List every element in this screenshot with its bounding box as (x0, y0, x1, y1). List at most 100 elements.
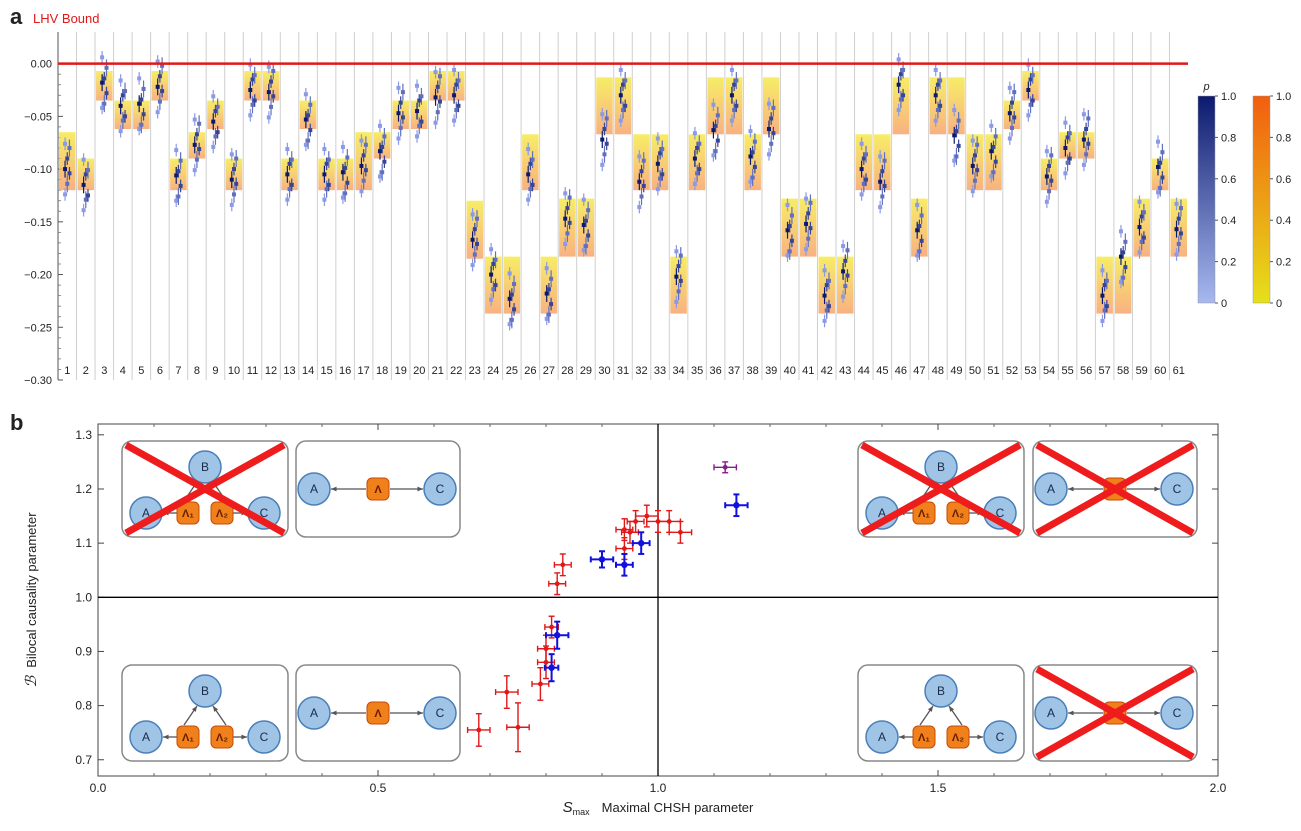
data-point (1156, 164, 1161, 169)
node-a-label: A (142, 730, 150, 744)
cross-out-line (860, 441, 1022, 537)
category-label: 35 (691, 365, 703, 377)
data-point (581, 248, 586, 253)
data-point (1100, 293, 1105, 298)
data-marker (598, 556, 606, 563)
data-point (1067, 131, 1072, 136)
data-point (377, 174, 382, 179)
source-lambda1-label: Λ₁ (182, 508, 194, 520)
data-point (621, 108, 625, 113)
data-point (826, 304, 831, 309)
data-point (674, 249, 679, 254)
data-point (732, 108, 737, 113)
lhv-band (188, 132, 206, 159)
data-point (1028, 77, 1033, 82)
data-point (1158, 160, 1163, 165)
data-point (100, 105, 105, 110)
data-point (526, 147, 531, 152)
data-point (266, 64, 271, 69)
y-tick-label: 1.0 (75, 590, 92, 604)
data-point (507, 296, 512, 301)
inset-bottom-left-bilocal: A B C Λ₁ Λ₂ (121, 664, 289, 762)
data-point (1044, 199, 1049, 204)
data-point (137, 127, 142, 132)
data-point (915, 202, 920, 207)
data-point (1158, 186, 1163, 191)
data-point (938, 103, 943, 108)
data-point (567, 220, 572, 225)
data-point (491, 262, 496, 266)
data-point (437, 74, 442, 79)
y-tick-label: −0.15 (24, 217, 52, 229)
data-point (377, 149, 382, 154)
data-point (618, 67, 623, 72)
data-point (604, 116, 609, 121)
data-point (345, 155, 350, 160)
data-marker (504, 689, 510, 695)
data-point (526, 172, 531, 177)
data-point (1028, 102, 1033, 107)
data-point (104, 65, 109, 70)
data-point (901, 67, 906, 72)
data-marker (666, 519, 672, 524)
data-point (528, 161, 533, 166)
data-point (1065, 160, 1070, 165)
data-marker (538, 681, 543, 687)
data-point (600, 112, 605, 117)
data-point (787, 224, 792, 229)
data-point (285, 197, 290, 202)
node-c-label: C (996, 506, 1005, 520)
data-point (956, 118, 961, 123)
category-label: 6 (157, 365, 163, 377)
color-scale-tick-label: 0.4 (1221, 215, 1236, 227)
data-point (864, 152, 869, 157)
lhv-band (762, 77, 780, 135)
color-scale-tick-label: 1.0 (1276, 91, 1291, 103)
data-point (729, 93, 734, 98)
data-point (285, 172, 290, 177)
data-point (398, 100, 403, 105)
data-point (489, 272, 494, 277)
node-c-label: C (1173, 482, 1182, 496)
data-point (1081, 162, 1086, 167)
lhv-band (633, 134, 650, 191)
y-tick-label: 1.1 (75, 536, 92, 550)
data-point (382, 159, 387, 164)
data-point (750, 175, 755, 180)
data-point (600, 137, 605, 142)
data-point (729, 67, 734, 72)
data-point (192, 168, 197, 173)
data-point (864, 177, 869, 182)
data-point (711, 128, 716, 133)
data-point (322, 172, 327, 177)
category-label: 3 (101, 365, 107, 377)
data-point (231, 192, 236, 197)
data-point (377, 123, 382, 128)
causal-arrowhead (1154, 486, 1160, 492)
panel-a-chart: 0.00−0.05−0.10−0.15−0.20−0.25−0.301 2 3 4 5 6… (24, 32, 1188, 387)
data-point (160, 63, 165, 68)
data-point (843, 258, 848, 263)
color-scale-bar (1252, 95, 1271, 304)
data-point (271, 69, 276, 74)
data-point (1084, 152, 1089, 157)
category-label: 50 (969, 365, 981, 377)
data-point (470, 237, 475, 242)
data-point (692, 131, 697, 136)
node-a-label: A (310, 706, 318, 720)
data-point (729, 118, 734, 123)
lhv-bound-label: LHV Bound (33, 11, 100, 26)
node-b-label: B (201, 684, 209, 698)
data-point (65, 181, 70, 186)
data-point (160, 89, 165, 94)
source-lambda2-label: Λ₂ (216, 732, 228, 744)
node-c-circle (247, 720, 281, 754)
data-point (695, 171, 700, 176)
data-point (623, 78, 628, 83)
data-point (326, 157, 331, 162)
data-point (637, 179, 642, 184)
data-point (715, 138, 720, 143)
category-label: 34 (672, 365, 684, 377)
lhv-band (966, 134, 984, 191)
